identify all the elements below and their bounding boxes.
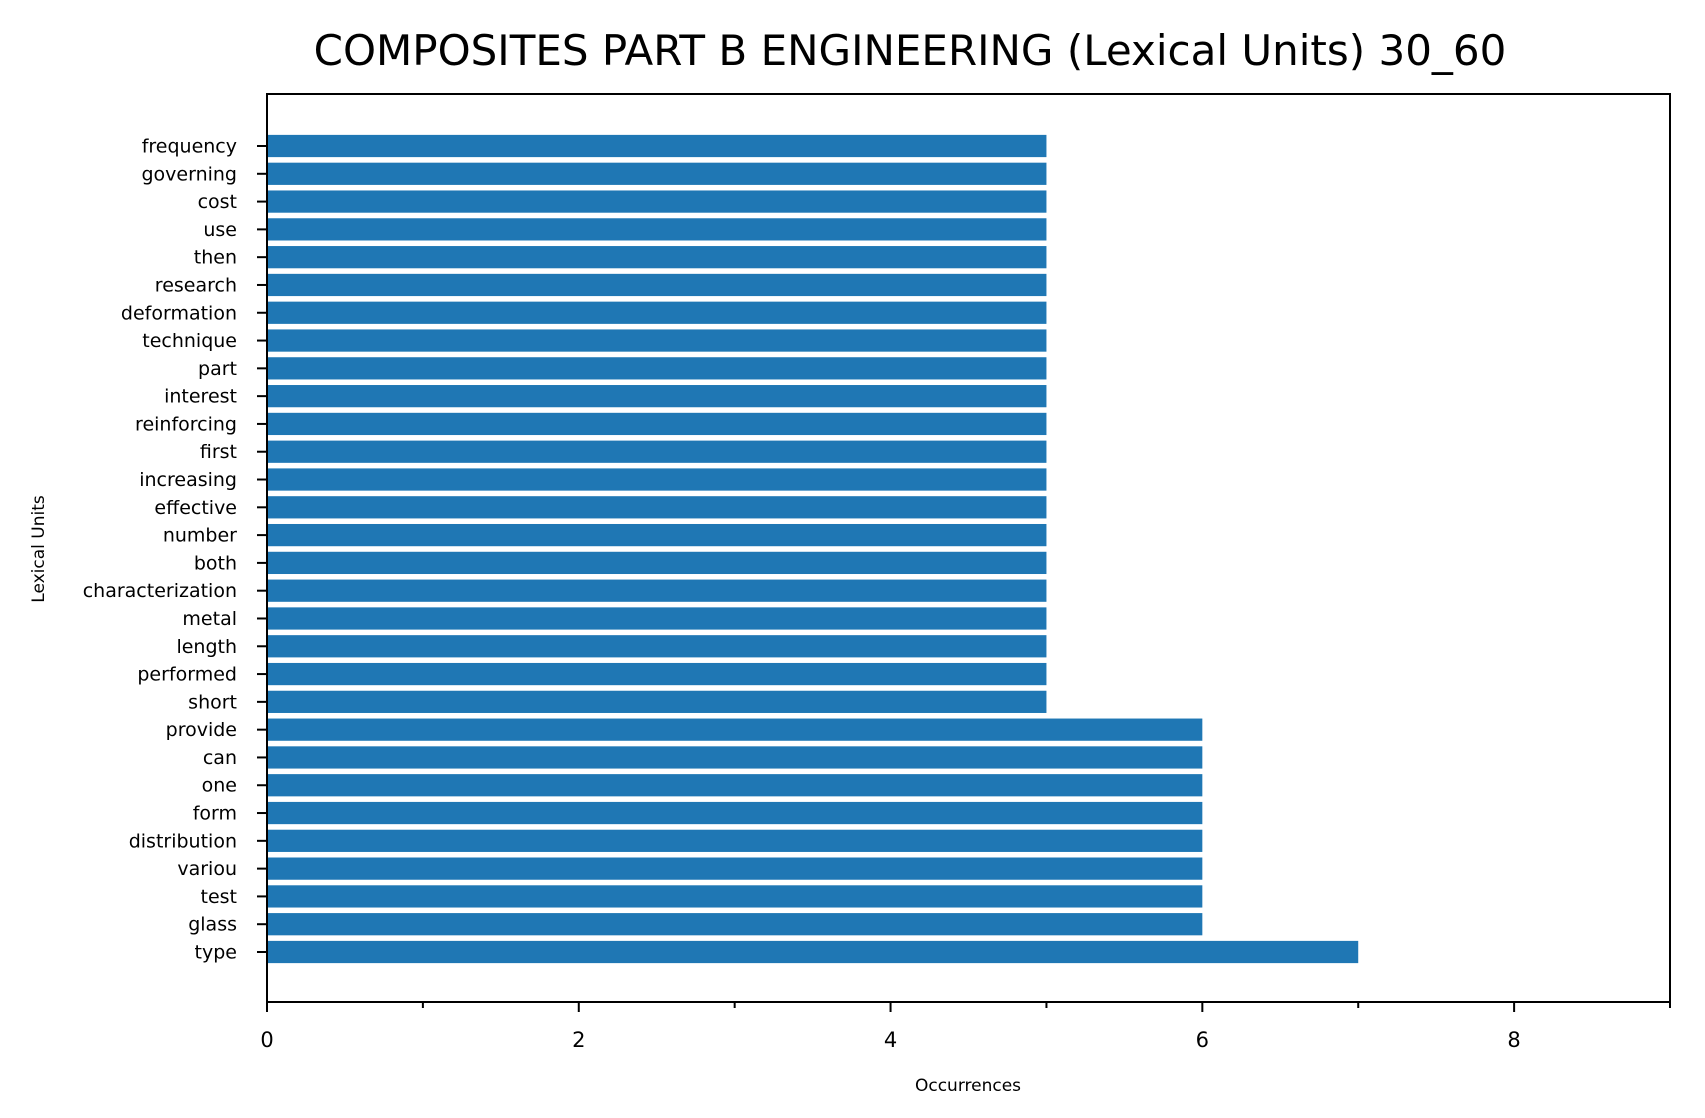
- bar-governing: [267, 162, 1047, 185]
- plot-frame: [266, 93, 1671, 1003]
- y-tick-label: distribution: [129, 830, 237, 852]
- y-tick-label: performed: [137, 664, 237, 686]
- y-tick-label: increasing: [139, 469, 237, 491]
- bar-performed: [267, 662, 1047, 686]
- bar-provide: [267, 718, 1203, 741]
- y-tick-label: provide: [166, 719, 237, 741]
- bar-distribution: [267, 829, 1203, 852]
- y-tick-label: short: [188, 691, 237, 713]
- y-tick-label: reinforcing: [135, 413, 237, 435]
- y-tick-label: frequency: [142, 136, 237, 158]
- bar-part: [267, 357, 1047, 380]
- ticks-layer: type glass test variou distribution form one ca…: [83, 136, 1671, 1052]
- y-tick-label: number: [163, 525, 237, 547]
- bar-increasing: [267, 468, 1047, 491]
- bar-can: [267, 746, 1203, 769]
- x-tick-label: 0: [260, 1028, 273, 1052]
- x-tick-label: 6: [1196, 1028, 1209, 1052]
- y-tick-label: research: [155, 274, 237, 296]
- y-tick-label: metal: [182, 608, 237, 630]
- y-tick-label: one: [202, 775, 237, 797]
- y-tick-label: interest: [164, 386, 237, 408]
- bar-form: [267, 801, 1203, 825]
- y-tick-label: deformation: [121, 302, 237, 324]
- y-tick-label: then: [194, 247, 237, 269]
- bar-characterization: [267, 579, 1047, 602]
- y-tick-label: test: [201, 886, 238, 908]
- bar-effective: [267, 496, 1047, 519]
- bar-frequency: [267, 134, 1047, 158]
- bar-glass: [267, 913, 1203, 936]
- bar-deformation: [267, 301, 1047, 324]
- y-tick-label: both: [194, 552, 237, 574]
- bar-research: [267, 273, 1047, 297]
- bar-use: [267, 218, 1047, 241]
- y-tick-label: use: [203, 219, 237, 241]
- bar-test: [267, 885, 1203, 908]
- y-tick-label: length: [176, 636, 237, 658]
- bar-short: [267, 690, 1047, 713]
- bar-reinforcing: [267, 412, 1047, 436]
- bar-one: [267, 774, 1203, 797]
- x-axis-label: Occurrences: [915, 1076, 1021, 1096]
- bar-number: [267, 523, 1047, 547]
- bar-metal: [267, 607, 1047, 630]
- bar-cost: [267, 190, 1047, 213]
- bar-variou: [267, 857, 1203, 880]
- bar-interest: [267, 385, 1047, 408]
- y-tick-label: type: [195, 942, 237, 964]
- y-tick-label: first: [200, 441, 237, 463]
- bar-then: [267, 246, 1047, 269]
- y-tick-label: characterization: [83, 580, 237, 602]
- y-tick-label: governing: [141, 163, 237, 185]
- x-tick-label: 2: [572, 1028, 585, 1052]
- y-tick-label: part: [198, 358, 237, 380]
- chart-title: COMPOSITES PART B ENGINEERING (Lexical U…: [314, 26, 1507, 75]
- y-tick-label: technique: [142, 330, 237, 352]
- bars-layer: [267, 134, 1359, 964]
- y-axis-label: Lexical Units: [29, 495, 49, 603]
- y-tick-label: form: [193, 803, 237, 825]
- bar-length: [267, 635, 1047, 658]
- bar-type: [267, 940, 1359, 964]
- bar-both: [267, 551, 1047, 575]
- y-tick-label: variou: [177, 858, 237, 880]
- y-tick-label: glass: [188, 914, 237, 936]
- bar-technique: [267, 329, 1047, 352]
- y-tick-label: effective: [154, 497, 237, 519]
- bar-first: [267, 440, 1047, 463]
- x-tick-label: 4: [884, 1028, 897, 1052]
- x-tick-label: 8: [1507, 1028, 1520, 1052]
- y-tick-label: can: [203, 747, 237, 769]
- y-tick-label: cost: [198, 191, 237, 213]
